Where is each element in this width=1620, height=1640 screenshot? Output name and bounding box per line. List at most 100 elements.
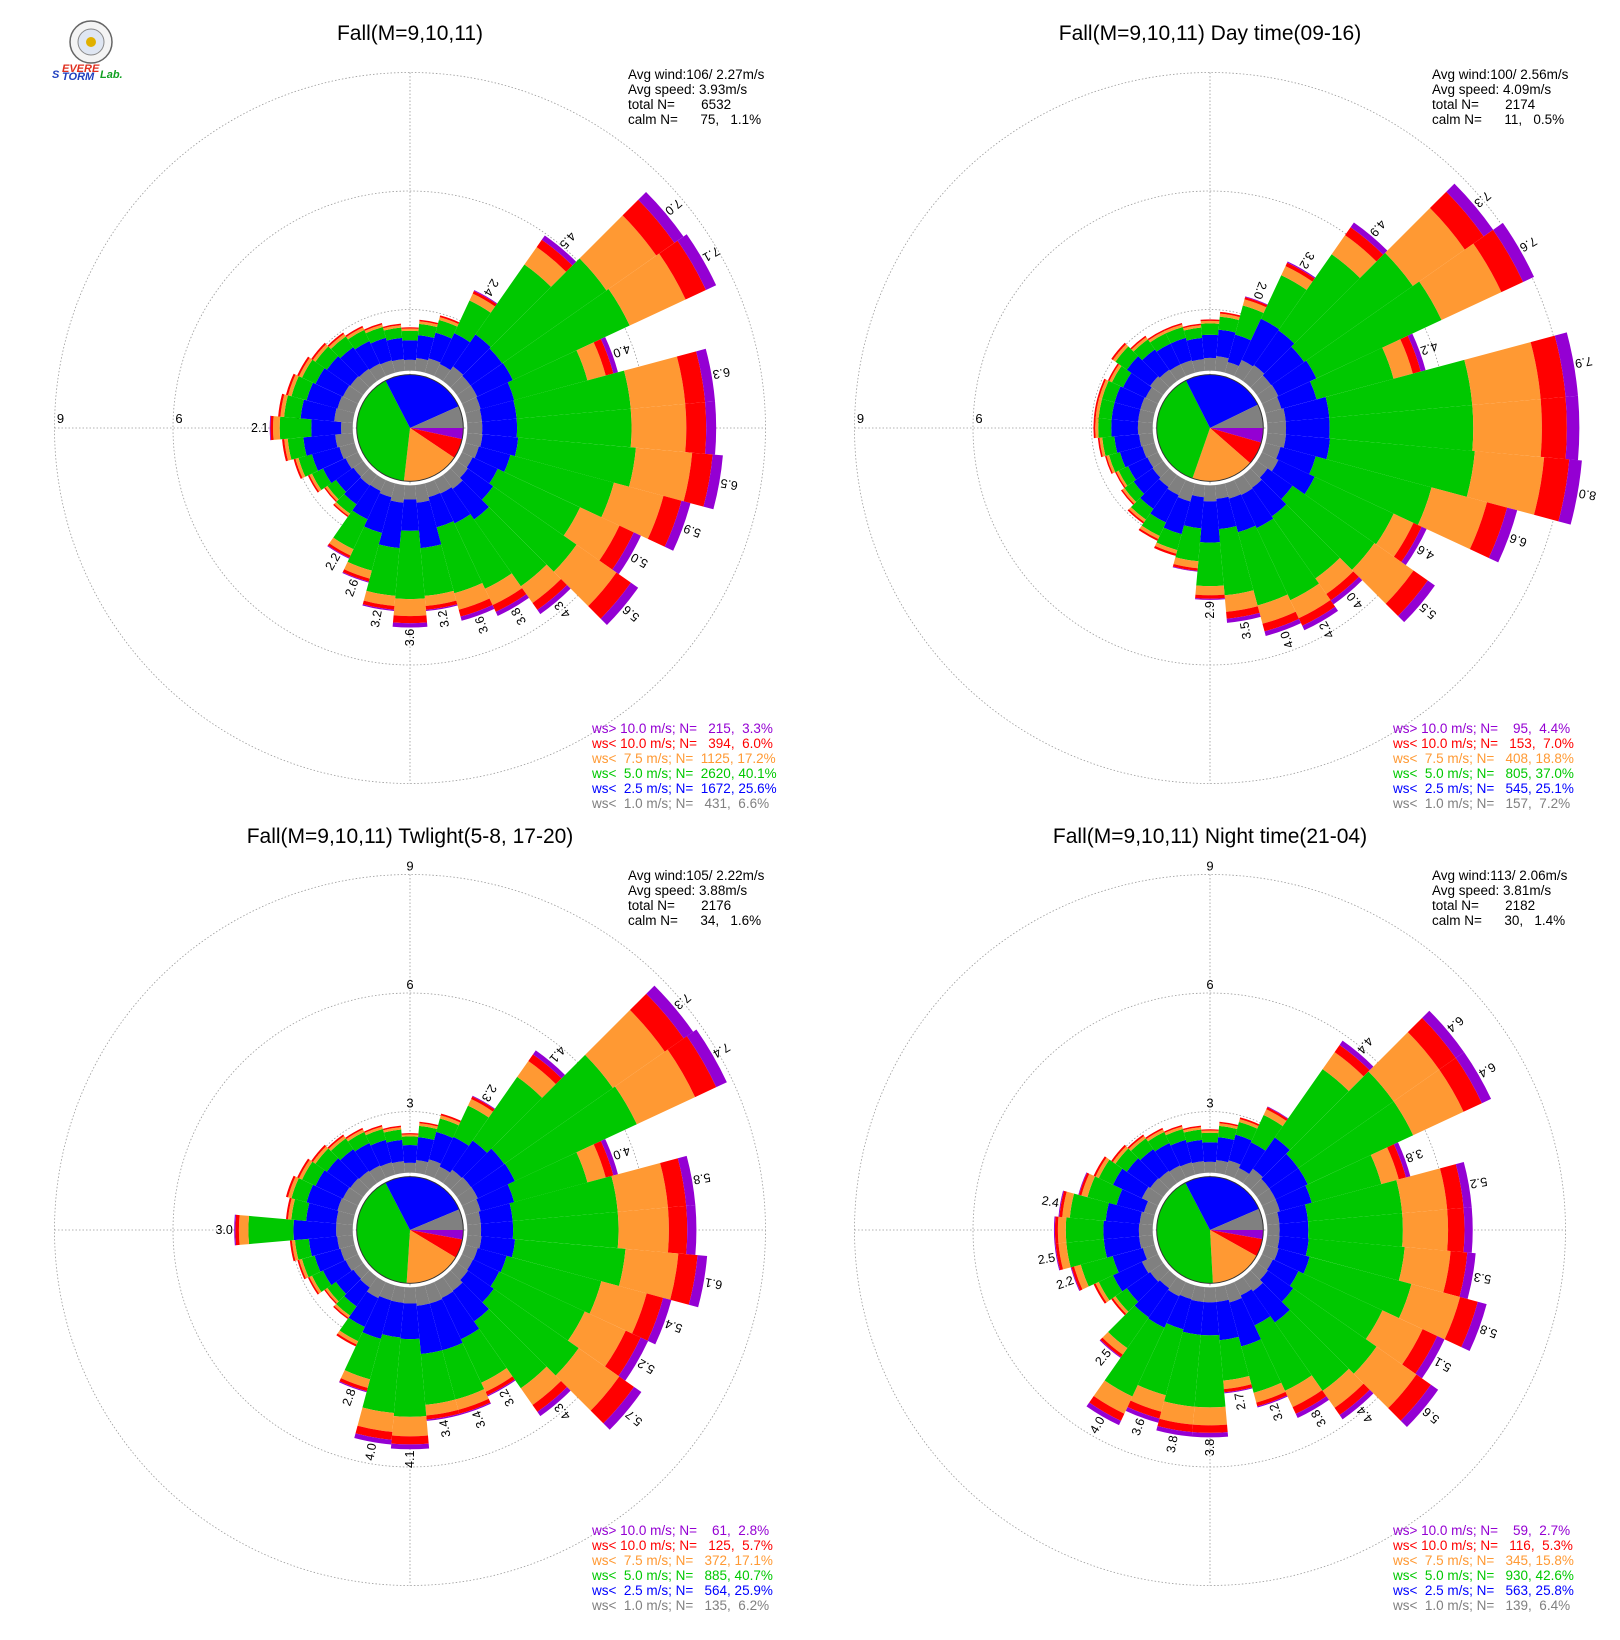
bar-segment-ws_lt_10	[536, 239, 573, 272]
bar-segment-ws_lt_5	[347, 526, 382, 571]
bar-segment-ws_lt_10	[528, 1054, 562, 1085]
ring-label-6: 6	[175, 411, 182, 426]
direction-bar-50	[450, 985, 694, 1198]
bar-segment-ws_lt_10	[1219, 1121, 1239, 1127]
bar-segment-ws_gt_10	[327, 545, 350, 559]
bar-segment-ws_lt_7_5	[585, 1010, 665, 1088]
bar-segment-ws_lt_1	[345, 452, 364, 469]
bar-segment-ws_lt_10	[419, 1121, 439, 1127]
bar-segment-ws_lt_10	[1298, 599, 1336, 626]
bar-segment-ws_lt_1	[442, 1270, 463, 1291]
direction-bar-80	[1265, 1162, 1472, 1226]
direction-bar-10	[1214, 1121, 1239, 1175]
bar-segment-ws_lt_1	[467, 421, 483, 435]
pie-slice-ws_lt_7_5	[1192, 428, 1251, 482]
bar-segment-ws_lt_5	[474, 506, 547, 587]
bar-segment-ws_lt_2_5	[362, 1295, 392, 1339]
bar-segment-ws_lt_7_5	[1396, 1168, 1448, 1214]
bar-segment-ws_lt_1	[358, 1170, 378, 1190]
bar-segment-ws_lt_1	[1180, 1162, 1196, 1179]
bar-value-label: 4.2	[1419, 339, 1440, 358]
bar-segment-ws_lt_10	[333, 1305, 349, 1320]
direction-bar-0	[401, 1133, 419, 1173]
bar-segment-ws_lt_10	[270, 415, 274, 441]
bar-value-label: 5.9	[682, 521, 703, 540]
bar-segment-ws_lt_2_5	[1259, 1270, 1294, 1302]
bar-segment-ws_lt_7_5	[601, 482, 664, 539]
bar-segment-ws_lt_7_5	[1095, 398, 1102, 419]
bar-segment-ws_lt_1	[1267, 1223, 1280, 1237]
bar-value-label: 2.4	[1041, 1193, 1061, 1210]
direction-bar-30	[1234, 1106, 1289, 1184]
bar-segment-ws_lt_5	[460, 1328, 507, 1383]
bar-segment-ws_lt_2_5	[1238, 1142, 1266, 1174]
bar-segment-ws_lt_2_5	[352, 484, 381, 520]
direction-bar-50	[1250, 1010, 1465, 1198]
bar-segment-ws_lt_10	[327, 332, 345, 347]
bar-segment-ws_lt_7_5	[325, 485, 339, 502]
bar-segment-ws_lt_7_5	[312, 344, 329, 362]
direction-bar-260	[282, 432, 355, 462]
bar-segment-ws_lt_7_5	[1219, 313, 1240, 320]
bar-segment-ws_lt_2_5	[452, 1282, 489, 1322]
pie-slice-ws_lt_2_5	[385, 374, 459, 428]
bar-segment-ws_lt_2_5	[471, 1163, 515, 1199]
bar-segment-ws_lt_7_5	[291, 1240, 299, 1261]
bar-segment-ws_lt_2_5	[322, 458, 352, 484]
bar-segment-ws_lt_5	[401, 1136, 419, 1146]
bar-segment-ws_lt_10	[345, 1127, 364, 1140]
bar-segment-ws_gt_10	[1257, 1395, 1288, 1408]
bar-segment-ws_lt_7_5	[611, 1162, 668, 1212]
bar-segment-ws_lt_10	[1145, 1127, 1164, 1140]
bar-segment-ws_lt_5	[1305, 1238, 1405, 1281]
bar-segment-ws_lt_2_5	[1252, 1137, 1290, 1178]
direction-bar-340	[364, 1125, 396, 1179]
bar-segment-ws_lt_1	[1142, 442, 1159, 458]
bar-segment-ws_gt_10	[612, 532, 641, 575]
bar-segment-ws_lt_7_5	[1093, 1380, 1133, 1414]
bar-segment-ws_lt_2_5	[467, 1259, 500, 1287]
bar-segment-ws_lt_10	[339, 1378, 368, 1392]
bar-segment-ws_lt_7_5	[1200, 320, 1220, 324]
bar-segment-ws_lt_7_5	[455, 1389, 489, 1410]
bar-segment-ws_gt_10	[638, 191, 684, 243]
bar-segment-ws_lt_7_5	[238, 1215, 250, 1245]
bar-segment-ws_lt_1	[442, 366, 464, 388]
pie-slice-ws_lt_5	[1156, 1182, 1213, 1284]
bar-segment-ws_lt_7_5	[329, 537, 354, 556]
bar-segment-ws_gt_10	[390, 1443, 430, 1450]
bar-segment-ws_lt_2_5	[1114, 386, 1145, 410]
direction-bar-220	[333, 1270, 378, 1320]
bar-segment-ws_lt_7_5	[383, 1127, 402, 1133]
bar-segment-ws_lt_7_5	[608, 253, 686, 326]
bar-segment-ws_lt_1	[369, 1165, 386, 1184]
pie-slice-ws_lt_2_5	[385, 1176, 460, 1230]
bar-segment-ws_lt_2_5	[1116, 1189, 1149, 1213]
bar-segment-ws_gt_10	[1086, 1402, 1122, 1426]
bar-segment-ws_lt_2_5	[1112, 1261, 1149, 1292]
bar-segment-ws_lt_7_5	[1131, 337, 1148, 352]
bar-segment-ws_lt_1	[1214, 1285, 1229, 1302]
bar-segment-ws_lt_5	[1303, 1256, 1412, 1319]
bar-segment-ws_lt_2_5	[1200, 501, 1220, 543]
bar-segment-ws_gt_10	[1172, 566, 1198, 572]
chart-title: Fall(M=9,10,11) Night time(21-04)	[1053, 825, 1367, 848]
bar-segment-ws_lt_2_5	[335, 467, 362, 492]
bar-segment-ws_lt_7_5	[346, 1129, 365, 1142]
bar-segment-ws_lt_2_5	[1156, 343, 1181, 371]
bar-segment-ws_lt_7_5	[1099, 437, 1106, 457]
bar-value-label: 3.4	[437, 1419, 454, 1439]
bar-segment-ws_lt_10	[1071, 1266, 1083, 1291]
bar-segment-ws_gt_10	[1125, 1406, 1160, 1423]
total-n-text: total N= 2176	[628, 898, 731, 913]
bar-segment-ws_gt_10	[1554, 332, 1578, 397]
direction-bar-130	[1250, 1262, 1439, 1427]
bar-segment-ws_lt_5	[1219, 1336, 1250, 1381]
bar-segment-ws_lt_5	[1274, 1069, 1349, 1151]
bar-segment-ws_lt_7_5	[273, 416, 281, 440]
bar-segment-ws_gt_10	[705, 401, 717, 455]
bar-segment-ws_lt_5	[1218, 1125, 1238, 1140]
bar-segment-ws_lt_7_5	[299, 1159, 313, 1180]
bar-segment-ws_lt_7_5	[1365, 1310, 1423, 1365]
bar-segment-ws_lt_2_5	[1166, 1294, 1192, 1330]
